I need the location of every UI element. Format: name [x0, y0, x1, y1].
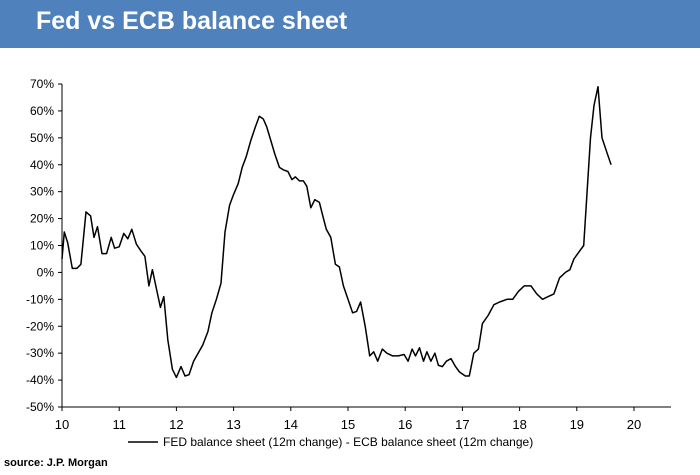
y-tick-label: -20% [26, 319, 54, 333]
x-tick-label: 12 [169, 417, 183, 432]
x-tick-label: 13 [226, 417, 240, 432]
title-bar: Fed vs ECB balance sheet [0, 0, 700, 48]
x-tick-label: 18 [512, 417, 526, 432]
x-tick-label: 11 [112, 417, 126, 432]
y-tick-label: 20% [30, 212, 54, 226]
chart-axes [61, 84, 671, 408]
y-tick-label: 30% [30, 185, 54, 199]
line-chart: -50% -40% -30% -20% -10% 0% 10% 20% 30% 40% 50% 60%… [26, 77, 671, 449]
y-tick-label: 10% [30, 239, 54, 253]
y-tick-label: -10% [26, 292, 54, 306]
x-tick-label: 19 [570, 417, 584, 432]
x-tick-label: 16 [398, 417, 412, 432]
x-tick-label: 17 [455, 417, 469, 432]
legend-label: FED balance sheet (12m change) - ECB bal… [163, 435, 533, 449]
x-axis-ticks: 10 11 12 13 14 15 16 17 18 19 20 [55, 407, 641, 432]
y-tick-label: -40% [26, 373, 54, 387]
y-tick-label: 50% [30, 131, 54, 145]
y-axis-ticks: -50% -40% -30% -20% -10% 0% 10% 20% 30% 40% 50% 60%… [26, 77, 62, 414]
chart-legend: FED balance sheet (12m change) - ECB bal… [128, 435, 533, 449]
y-tick-label: 60% [30, 104, 54, 118]
series-line [61, 85, 612, 379]
chart-series [61, 85, 612, 379]
x-tick-label: 15 [341, 417, 355, 432]
y-tick-label: -30% [26, 346, 54, 360]
y-tick-label: 0% [37, 265, 55, 279]
y-tick-label: 70% [30, 77, 54, 91]
x-tick-label: 10 [55, 417, 69, 432]
y-tick-label: -50% [26, 400, 54, 414]
x-tick-label: 20 [627, 417, 641, 432]
y-tick-label: 40% [30, 158, 54, 172]
page-title: Fed vs ECB balance sheet [36, 7, 348, 35]
x-tick-label: 14 [284, 417, 298, 432]
source-note: source: J.P. Morgan [4, 457, 108, 469]
